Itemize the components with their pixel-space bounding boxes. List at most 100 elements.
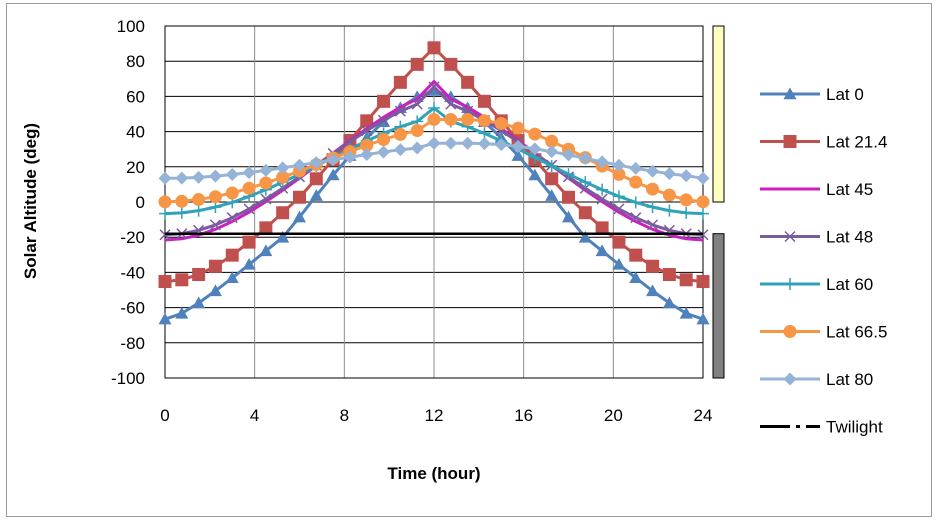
data-point-lat-60 [579, 176, 592, 189]
data-point-lat-80 [427, 136, 441, 150]
data-point-lat-0 [293, 210, 306, 223]
data-point-lat-21-4 [393, 75, 407, 89]
data-point-lat-21-4 [662, 268, 676, 282]
legend-marker [783, 372, 797, 386]
data-point-lat-80 [192, 170, 206, 184]
data-point-lat-60 [697, 207, 709, 220]
data-point-lat-21-4 [461, 75, 475, 89]
legend-label: Lat 0 [826, 85, 864, 104]
data-point-lat-80 [225, 168, 239, 182]
data-point-lat-66-5 [208, 190, 222, 204]
data-point-lat-66-5 [612, 167, 626, 181]
data-point-lat-80 [528, 142, 542, 156]
data-point-lat-80 [562, 148, 575, 162]
data-point-lat-48 [209, 219, 221, 231]
data-point-lat-66-5 [360, 138, 374, 152]
y-axis-title: Solar Altitude (deg) [21, 123, 40, 279]
data-point-lat-21-4 [242, 235, 256, 249]
y-tick-label: -80 [120, 334, 145, 353]
data-point-lat-80 [410, 141, 424, 155]
data-point-lat-60 [612, 190, 625, 203]
x-axis-title: Time (hour) [387, 464, 480, 483]
data-point-lat-66-5 [646, 182, 660, 196]
data-point-lat-80 [662, 167, 676, 181]
legend-marker [783, 325, 797, 338]
data-point-lat-80 [259, 163, 273, 177]
data-point-lat-21-4 [578, 206, 592, 220]
data-point-lat-60 [680, 206, 693, 219]
data-point-lat-0 [646, 284, 660, 297]
data-point-lat-21-4 [360, 114, 374, 128]
data-point-lat-80 [545, 145, 559, 159]
data-point-lat-80 [696, 171, 710, 185]
data-point-lat-66-5 [528, 127, 542, 141]
data-point-lat-66-5 [242, 181, 256, 195]
data-point-lat-80 [646, 164, 660, 178]
data-point-lat-21-4 [679, 273, 693, 287]
series-lat-80 [158, 136, 710, 185]
data-point-lat-0 [595, 244, 609, 257]
legend-marker [783, 87, 797, 100]
x-tick-label: 4 [250, 406, 259, 425]
data-point-lat-21-4 [410, 57, 424, 71]
data-point-lat-60 [428, 102, 440, 115]
data-point-lat-66-5 [225, 186, 239, 200]
data-point-lat-0 [662, 296, 676, 309]
data-point-lat-21-4 [477, 94, 491, 108]
y-tick-label: -60 [120, 299, 145, 318]
series-layer [158, 41, 710, 325]
data-point-lat-66-5 [696, 195, 710, 209]
legend-marker [784, 230, 796, 243]
data-point-lat-60 [663, 204, 676, 217]
data-point-lat-48 [378, 114, 390, 126]
data-point-lat-66-5 [444, 112, 458, 126]
data-point-lat-80 [326, 153, 340, 167]
data-point-lat-66-5 [259, 176, 273, 190]
data-point-lat-21-4 [175, 273, 189, 287]
x-tick-label: 12 [425, 406, 444, 425]
data-point-lat-21-4 [629, 248, 643, 262]
data-point-lat-0 [242, 257, 256, 270]
legend-label: Lat 66.5 [826, 323, 887, 342]
y-tick-label: -100 [111, 369, 145, 388]
y-tick-label: -20 [120, 228, 145, 247]
data-point-lat-60 [159, 207, 171, 220]
data-point-lat-80 [477, 137, 491, 151]
data-point-lat-0 [679, 306, 693, 319]
data-point-lat-21-4 [259, 221, 273, 235]
legend-item-lat-66-5: Lat 66.5 [760, 323, 887, 342]
data-point-lat-60 [562, 168, 575, 181]
legend-item-lat-80: Lat 80 [760, 370, 873, 389]
data-point-lat-66-5 [511, 121, 525, 135]
data-point-lat-0 [528, 168, 542, 181]
data-point-lat-0 [427, 83, 441, 96]
data-point-lat-80 [612, 158, 626, 172]
data-point-lat-0 [309, 189, 323, 201]
data-point-lat-66-5 [410, 124, 424, 138]
data-point-lat-80 [377, 145, 391, 159]
data-point-lat-48 [428, 81, 440, 93]
data-point-lat-48 [596, 193, 608, 205]
data-point-lat-66-5 [377, 133, 391, 147]
legend-item-twilight: Twilight [760, 418, 883, 437]
data-point-lat-66-5 [192, 193, 206, 207]
data-point-lat-66-5 [545, 134, 559, 148]
data-point-lat-80 [578, 151, 592, 165]
daylight-band [712, 25, 725, 203]
data-point-lat-80 [461, 136, 475, 150]
data-point-lat-66-5 [158, 195, 172, 209]
side-bands [712, 25, 725, 379]
data-point-lat-21-4 [377, 94, 391, 108]
data-point-lat-60 [596, 183, 609, 196]
legend-item-lat-21-4: Lat 21.4 [760, 133, 887, 152]
data-point-lat-80 [293, 158, 306, 172]
data-point-lat-48 [613, 203, 625, 215]
data-point-lat-0 [175, 306, 189, 319]
data-point-lat-80 [511, 139, 525, 153]
y-tick-label: 100 [117, 17, 145, 36]
y-tick-label: -40 [120, 263, 145, 282]
legend-item-lat-60: Lat 60 [760, 275, 873, 294]
y-tick-label: 40 [126, 123, 145, 142]
data-point-lat-0 [225, 271, 239, 284]
